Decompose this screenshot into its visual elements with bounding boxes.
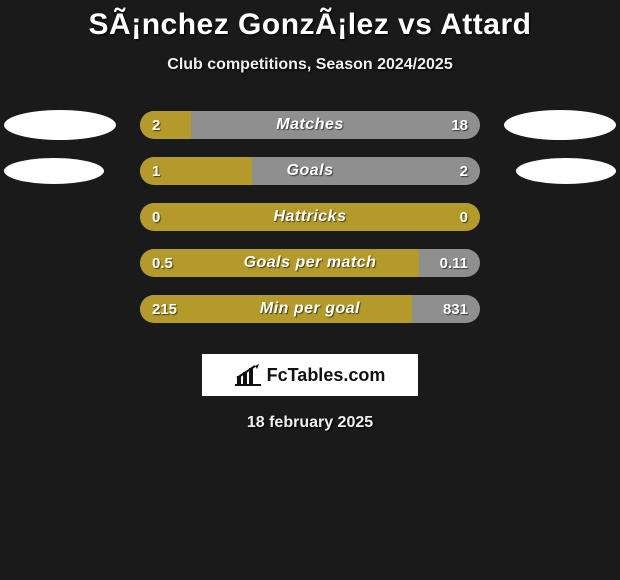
stat-label: Goals per match: [140, 249, 480, 277]
stat-row: 215831Min per goal: [0, 286, 620, 332]
stat-bar: 0.50.11Goals per match: [140, 249, 480, 277]
comparison-widget: SÃ¡nchez GonzÃ¡lez vs Attard Club compet…: [0, 0, 620, 580]
chart-icon: [235, 364, 261, 386]
player2-avatar: [516, 158, 616, 184]
stat-label: Hattricks: [140, 203, 480, 231]
stat-label: Min per goal: [140, 295, 480, 323]
stat-bar: 00Hattricks: [140, 203, 480, 231]
brand-text: FcTables.com: [267, 365, 386, 386]
page-subtitle: Club competitions, Season 2024/2025: [0, 56, 620, 74]
stat-row: 218Matches: [0, 102, 620, 148]
stat-row: 12Goals: [0, 148, 620, 194]
stat-label: Matches: [140, 111, 480, 139]
player1-avatar: [4, 110, 116, 140]
stat-label: Goals: [140, 157, 480, 185]
brand-badge: FcTables.com: [202, 354, 418, 396]
stat-bar: 218Matches: [140, 111, 480, 139]
player2-avatar: [504, 110, 616, 140]
stat-row: 0.50.11Goals per match: [0, 240, 620, 286]
stat-row: 00Hattricks: [0, 194, 620, 240]
player1-avatar: [4, 158, 104, 184]
page-title: SÃ¡nchez GonzÃ¡lez vs Attard: [0, 0, 620, 42]
stat-bar: 215831Min per goal: [140, 295, 480, 323]
snapshot-date: 18 february 2025: [0, 414, 620, 432]
stat-bar: 12Goals: [140, 157, 480, 185]
stats-container: 218Matches 12Goals 00Hattricks 0.50.11Goals…: [0, 102, 620, 332]
